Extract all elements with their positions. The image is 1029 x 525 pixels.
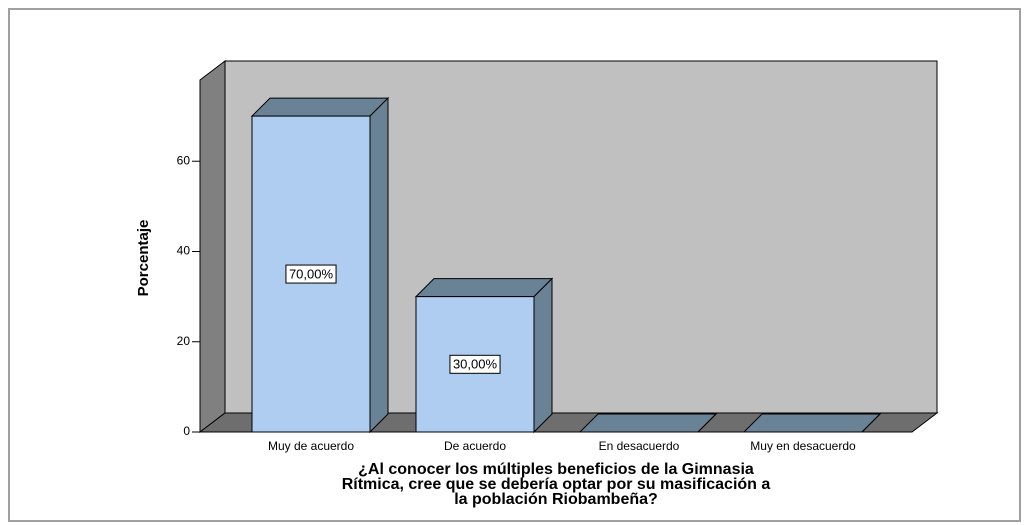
bar-top	[414, 278, 554, 298]
x-axis-label: Rítmica, cree que se debería optar por s…	[342, 476, 771, 493]
y-tick-label: 40	[177, 244, 191, 258]
bar-side	[697, 413, 717, 433]
left-wall	[199, 59, 226, 434]
bar-side	[533, 277, 553, 434]
x-tick-label: Muy de acuerdo	[268, 439, 354, 453]
bar-side	[861, 413, 881, 433]
value-label-box	[449, 354, 501, 374]
x-tick-label: Muy en desacuerdo	[750, 439, 856, 453]
y-tick-label: 0	[183, 424, 190, 438]
value-label: 30,00%	[453, 357, 498, 372]
x-axis-label: la población Riobambeña?	[454, 491, 658, 508]
bar-top	[578, 413, 718, 433]
x-tick-label: En desacuerdo	[599, 439, 680, 453]
y-tick-label: 60	[177, 153, 191, 167]
x-tick-label: De acuerdo	[444, 439, 506, 453]
value-label: 70,00%	[289, 266, 334, 281]
value-label-box	[285, 264, 337, 284]
bar-top	[742, 413, 882, 433]
y-axis-label: Porcentaje	[135, 220, 152, 297]
x-axis-label: ¿Al conocer los múltiples beneficios de …	[358, 461, 754, 478]
y-tick-label: 20	[177, 334, 191, 348]
bar-side	[369, 96, 389, 434]
bar-top	[250, 97, 390, 117]
